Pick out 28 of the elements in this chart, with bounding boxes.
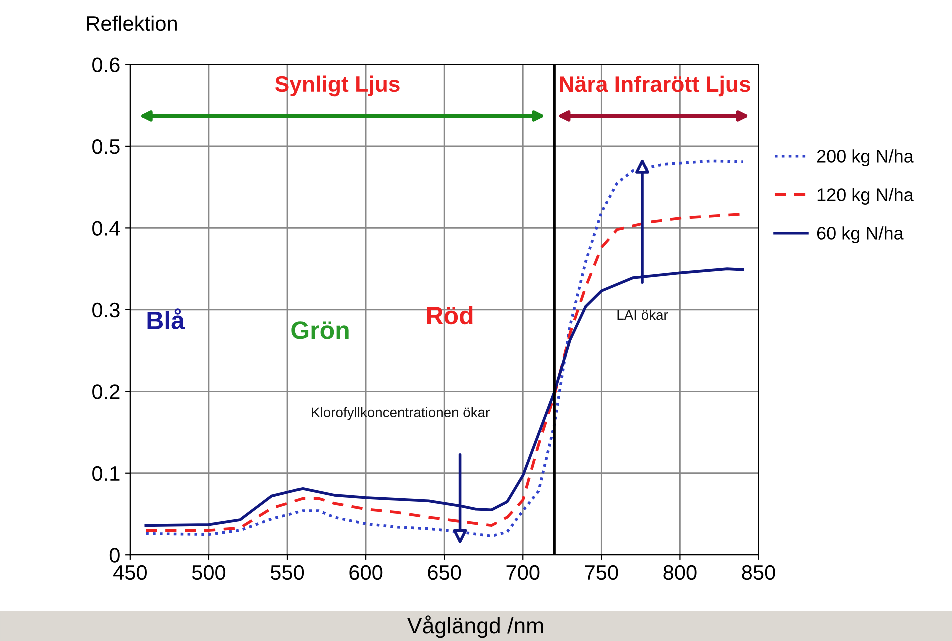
annotation: Klorofyllkoncentrationen ökar	[312, 407, 490, 420]
x-axis-title: Våglängd /nm	[408, 616, 544, 638]
y-axis-title: Reflektion	[87, 16, 177, 32]
y-tick-label: 0.3	[92, 302, 120, 318]
x-tick-label: 550	[270, 565, 304, 580]
x-tick-label: 700	[506, 565, 540, 580]
x-tick-label: 850	[742, 565, 776, 580]
x-tick-label: 600	[350, 565, 383, 580]
annotation: Blå	[148, 308, 186, 330]
annotation: LAI ökar	[618, 310, 668, 320]
x-tick-label: 800	[664, 565, 697, 580]
legend-label: 120 kg N/ha	[818, 188, 914, 205]
annotation: Synligt Ljus	[275, 76, 400, 97]
y-tick-label: 0.4	[92, 221, 120, 236]
y-tick-label: 0	[110, 548, 120, 563]
y-tick-label: 0.6	[92, 58, 120, 72]
legend-label: 200 kg N/ha	[817, 150, 914, 166]
x-tick-label: 450	[114, 565, 147, 580]
x-tick-label: 750	[585, 565, 618, 580]
annotation: Röd	[427, 306, 473, 325]
y-tick-label: 0.2	[92, 384, 120, 400]
legend-label: 60 kg N/ha	[817, 226, 904, 244]
x-tick-label: 500	[192, 565, 226, 580]
y-tick-label: 0.5	[92, 139, 120, 154]
annotation: Grön	[292, 322, 349, 340]
y-tick-label: 0.1	[92, 466, 120, 482]
annotation: Nära Infrarött Ljus	[560, 76, 750, 97]
x-tick-label: 650	[428, 565, 462, 580]
